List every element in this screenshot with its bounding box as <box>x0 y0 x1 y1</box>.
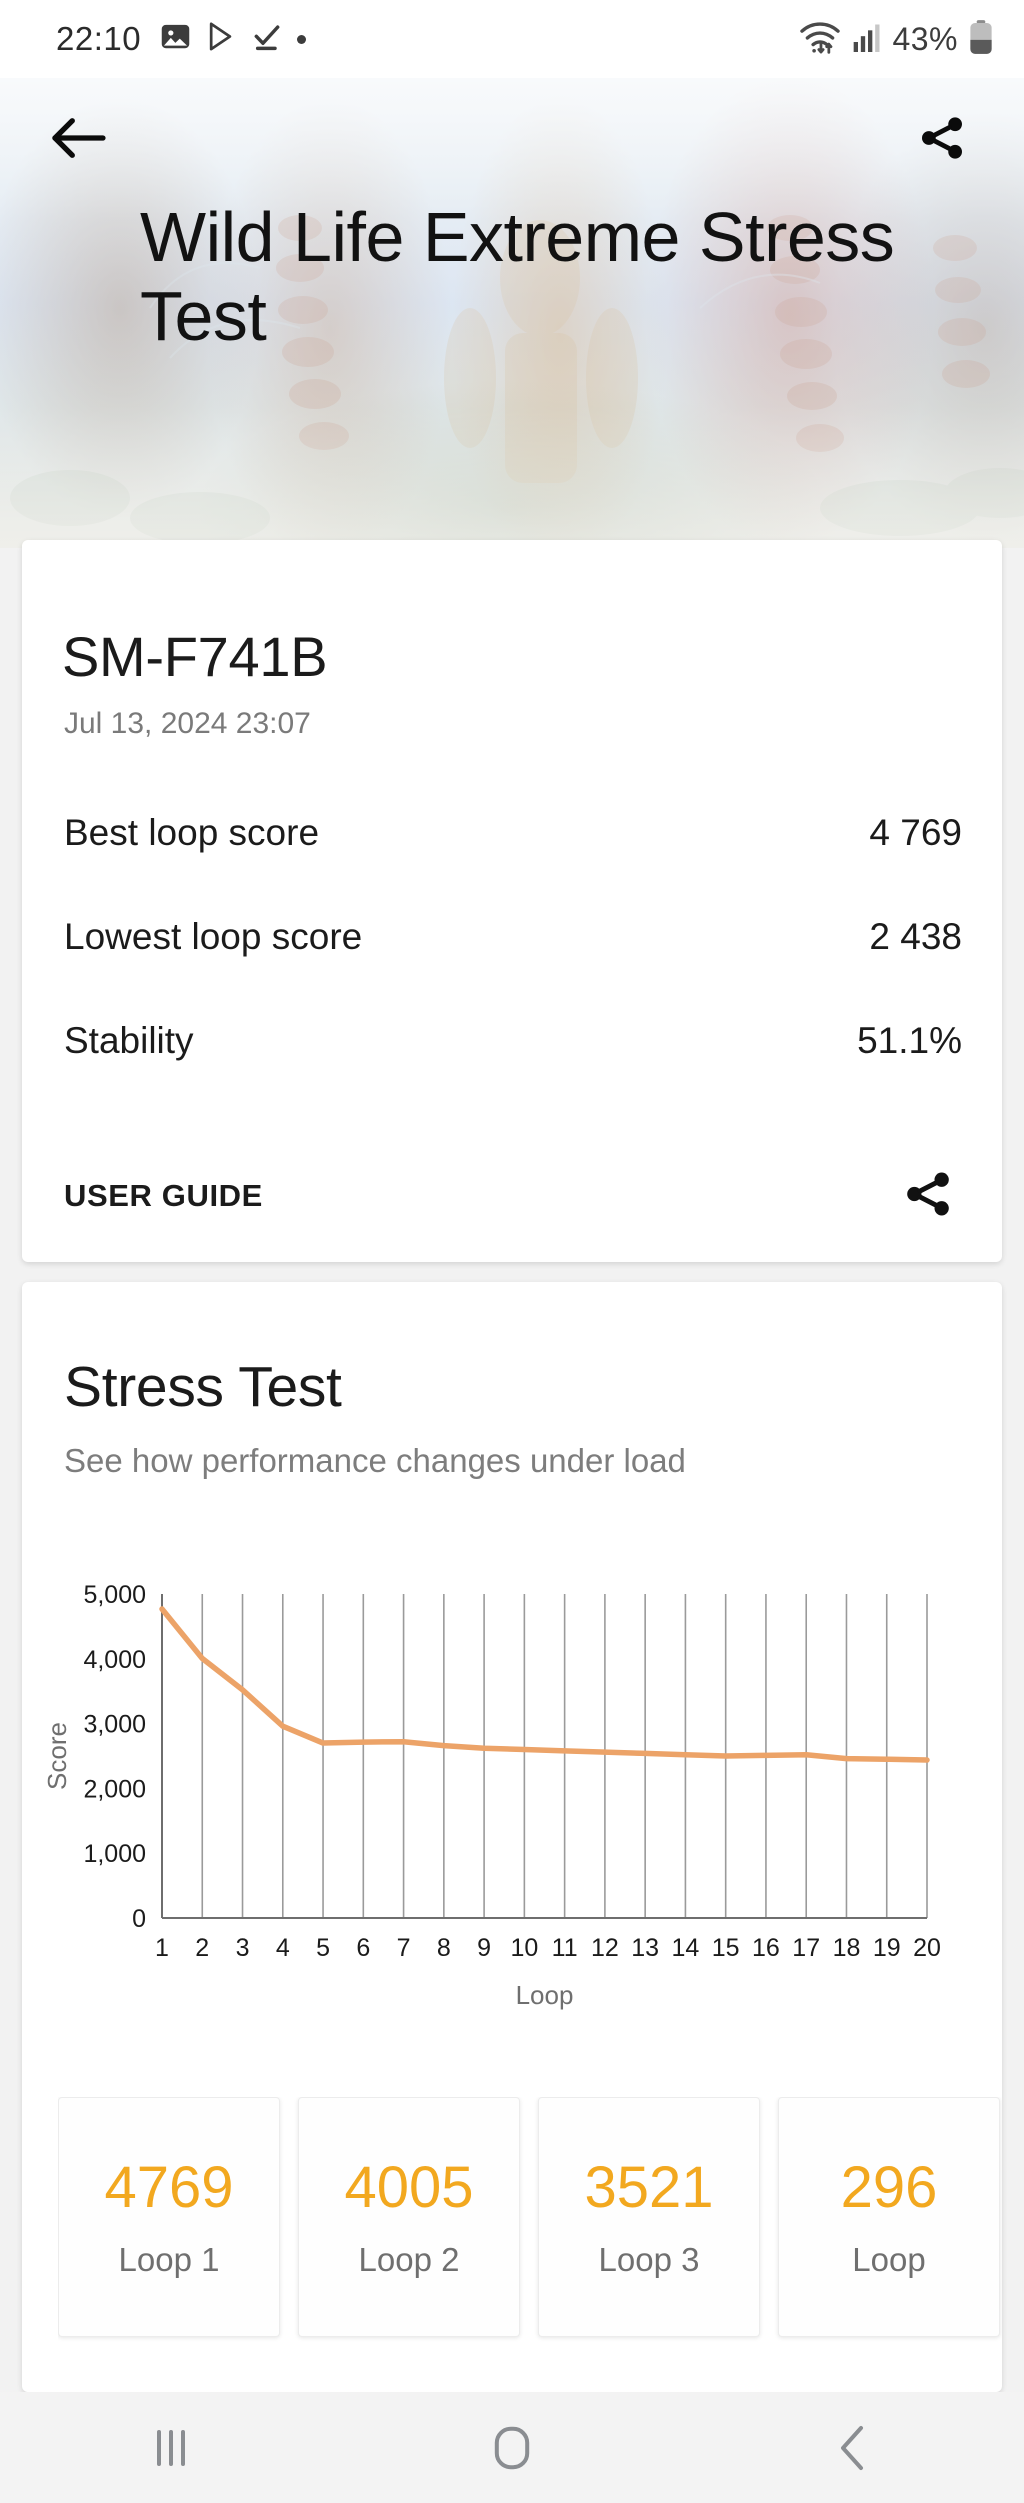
cellular-signal-icon <box>852 20 882 59</box>
home-icon[interactable] <box>452 2392 572 2503</box>
table-row: Best loop score 4 769 <box>22 781 1002 885</box>
hero-overlay <box>0 78 1024 548</box>
chart-x-tick-label: 19 <box>873 1934 901 1962</box>
chart-x-tick-label: 3 <box>236 1934 250 1962</box>
chart-y-tick-label: 5,000 <box>83 1581 146 1609</box>
loop-tile[interactable]: 296 Loop <box>778 2097 1000 2337</box>
share-icon[interactable] <box>904 100 980 176</box>
loop-tile[interactable]: 4005 Loop 2 <box>298 2097 520 2337</box>
summary-card: SM-F741B Jul 13, 2024 23:07 Best loop sc… <box>22 540 1002 1262</box>
loop-tile-label: Loop 3 <box>598 2240 700 2278</box>
chart-x-axis-title: Loop <box>516 1980 574 2010</box>
chart-y-tick-label: 2,000 <box>83 1775 146 1803</box>
loop-tile-score: 4005 <box>344 2154 474 2220</box>
loop-tile-label: Loop <box>852 2240 926 2278</box>
battery-icon <box>968 19 994 60</box>
chart-x-tick-label: 11 <box>552 1934 578 1962</box>
stability-label: Stability <box>64 1020 194 1061</box>
recents-icon[interactable] <box>111 2392 231 2503</box>
dot-indicator <box>297 34 307 44</box>
loop-tile-score: 3521 <box>584 2154 714 2220</box>
card-actions: USER GUIDE <box>22 1130 1002 1262</box>
chart-x-tick-label: 1 <box>155 1934 169 1962</box>
chart-y-tick-label: 0 <box>132 1905 146 1933</box>
chart-x-tick-label: 18 <box>833 1934 861 1962</box>
lowest-loop-score-value: 2 438 <box>869 916 962 957</box>
loop-tile-label: Loop 2 <box>358 2240 460 2278</box>
stress-test-chart: 0 1,000 2,000 3,000 4,000 5,000 Score 1 2 3 4 5 6 7 8 9… <box>22 1572 1002 2042</box>
stress-test-title: Stress Test <box>64 1355 342 1419</box>
best-loop-score-label: Best loop score <box>64 812 320 853</box>
chart-x-tick-label: 12 <box>591 1934 619 1962</box>
best-loop-score-value: 4 769 <box>869 812 962 853</box>
image-icon <box>159 20 192 58</box>
loop-tile[interactable]: 4769 Loop 1 <box>58 2097 280 2337</box>
android-navigation-bar <box>0 2392 1024 2503</box>
loop-tile-score: 4769 <box>104 2154 234 2220</box>
chart-x-tick-label: 6 <box>356 1934 370 1962</box>
result-timestamp: Jul 13, 2024 23:07 <box>64 707 311 740</box>
hero-toolbar <box>0 78 1024 198</box>
table-row: Stability 51.1% <box>22 989 1002 1093</box>
status-bar: 22:10 <box>0 0 1024 78</box>
back-arrow-icon[interactable] <box>40 100 116 176</box>
chart-x-tick-label: 4 <box>276 1934 290 1962</box>
stress-test-subtitle: See how performance changes under load <box>64 1442 686 1479</box>
wifi-data-icon <box>798 19 842 60</box>
download-complete-icon <box>251 21 283 58</box>
stress-test-card: Stress Test See how performance changes … <box>22 1282 1002 2392</box>
loop-tile-label: Loop 1 <box>118 2240 220 2278</box>
chart-y-tick-label: 3,000 <box>83 1711 146 1739</box>
chart-x-tick-label: 2 <box>195 1934 209 1962</box>
device-model: SM-F741B <box>62 625 328 688</box>
chart-x-tick-label: 9 <box>477 1934 491 1962</box>
page-title: Wild Life Extreme Stress Test <box>140 198 895 356</box>
chart-x-tick-label: 14 <box>672 1934 700 1962</box>
table-row: Lowest loop score 2 438 <box>22 885 1002 989</box>
loop-tile[interactable]: 3521 Loop 3 <box>538 2097 760 2337</box>
hero-header: Wild Life Extreme Stress Test <box>0 78 1024 548</box>
chart-x-tick-label: 7 <box>397 1934 411 1962</box>
play-store-icon <box>206 20 237 58</box>
chart-x-tick-label: 13 <box>631 1934 659 1962</box>
chart-x-tick-label: 20 <box>913 1934 941 1962</box>
chart-x-tick-label: 16 <box>752 1934 780 1962</box>
battery-percent-label: 43% <box>892 20 958 57</box>
loop-tile-score: 296 <box>840 2154 938 2220</box>
status-bar-clock: 22:10 <box>56 20 142 57</box>
share-icon[interactable] <box>902 1168 954 1225</box>
chart-x-tick-label: 8 <box>437 1934 451 1962</box>
loop-score-tiles[interactable]: 4769 Loop 1 4005 Loop 2 3521 Loop 3 296 Loop <box>58 2097 1002 2347</box>
chart-x-tick-label: 10 <box>510 1934 538 1962</box>
chart-x-tick-label: 17 <box>792 1934 820 1962</box>
chart-y-tick-label: 4,000 <box>83 1646 146 1674</box>
chart-y-tick-label: 1,000 <box>83 1840 146 1868</box>
chart-y-axis-title: Score <box>42 1722 72 1790</box>
chart-series-line <box>159 1606 930 1763</box>
chart-x-tick-label: 15 <box>712 1934 740 1962</box>
user-guide-button[interactable]: USER GUIDE <box>64 1178 263 1213</box>
lowest-loop-score-label: Lowest loop score <box>64 916 363 957</box>
status-bar-notification-icons <box>159 20 307 58</box>
stability-value: 51.1% <box>857 1020 962 1061</box>
back-chevron-icon[interactable] <box>793 2392 913 2503</box>
chart-x-tick-label: 5 <box>316 1934 330 1962</box>
status-bar-system-icons: 43% <box>798 19 994 60</box>
